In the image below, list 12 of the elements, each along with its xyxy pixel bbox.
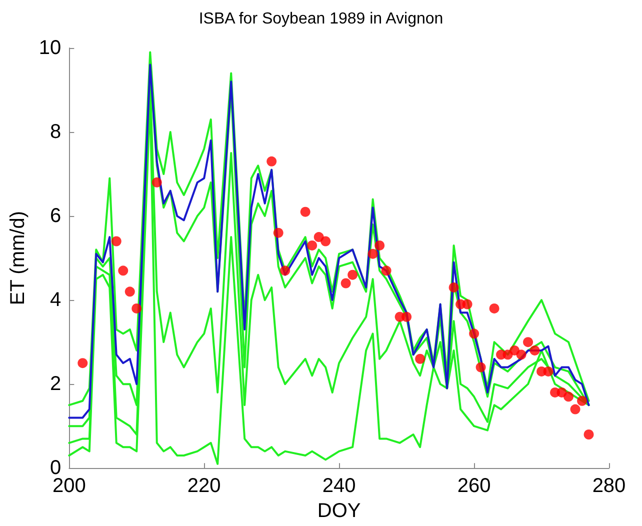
x-tick-label: 260 (457, 475, 491, 498)
y-tick-label: 6 (50, 205, 62, 228)
chart-title: ISBA for Soybean 1989 in Avignon (198, 10, 444, 28)
y-tick-label: 2 (50, 373, 62, 396)
x-axis-title: DOY (317, 500, 361, 522)
y-tick-label: 4 (50, 289, 62, 312)
x-tick-label: 280 (592, 475, 626, 498)
y-tick-label: 8 (50, 121, 62, 144)
x-tick-label: 220 (187, 475, 221, 498)
x-tick-label: 240 (322, 475, 356, 498)
y-tick-label: 10 (38, 37, 62, 59)
y-axis-title: ET (mm/d) (7, 211, 29, 306)
